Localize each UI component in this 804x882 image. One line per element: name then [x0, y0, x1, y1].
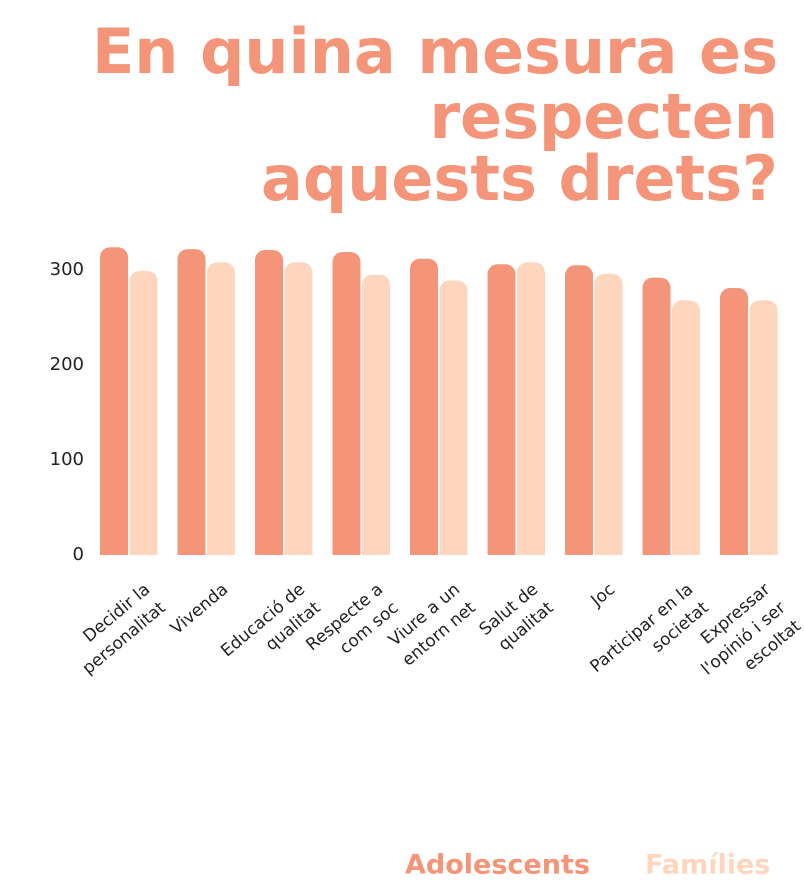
- bar: [565, 265, 593, 555]
- y-tick-label: 300: [50, 259, 84, 280]
- chart-title: aquests drets?: [261, 142, 778, 215]
- bar: [284, 262, 313, 555]
- bar: [129, 270, 158, 555]
- bar: [207, 262, 235, 555]
- bar: [720, 288, 748, 555]
- chart-title: respecten: [429, 80, 778, 153]
- bar: [177, 249, 206, 555]
- bar: [594, 273, 623, 555]
- y-tick-label: 200: [50, 354, 84, 375]
- bar: [255, 250, 283, 556]
- chart-title: En quina mesura es: [92, 15, 778, 88]
- legend-label: Famílies: [645, 850, 770, 881]
- bar: [362, 274, 390, 555]
- bar: [410, 258, 438, 555]
- bar: [749, 300, 778, 555]
- bar: [672, 300, 700, 555]
- y-tick-label: 100: [50, 449, 84, 470]
- y-tick-label: 0: [73, 544, 84, 565]
- bar: [642, 277, 671, 555]
- bar: [332, 251, 361, 555]
- bar: [517, 262, 545, 555]
- legend-label: Adolescents: [405, 850, 590, 881]
- bar: [487, 264, 516, 555]
- bar: [439, 280, 468, 555]
- bar: [100, 247, 128, 555]
